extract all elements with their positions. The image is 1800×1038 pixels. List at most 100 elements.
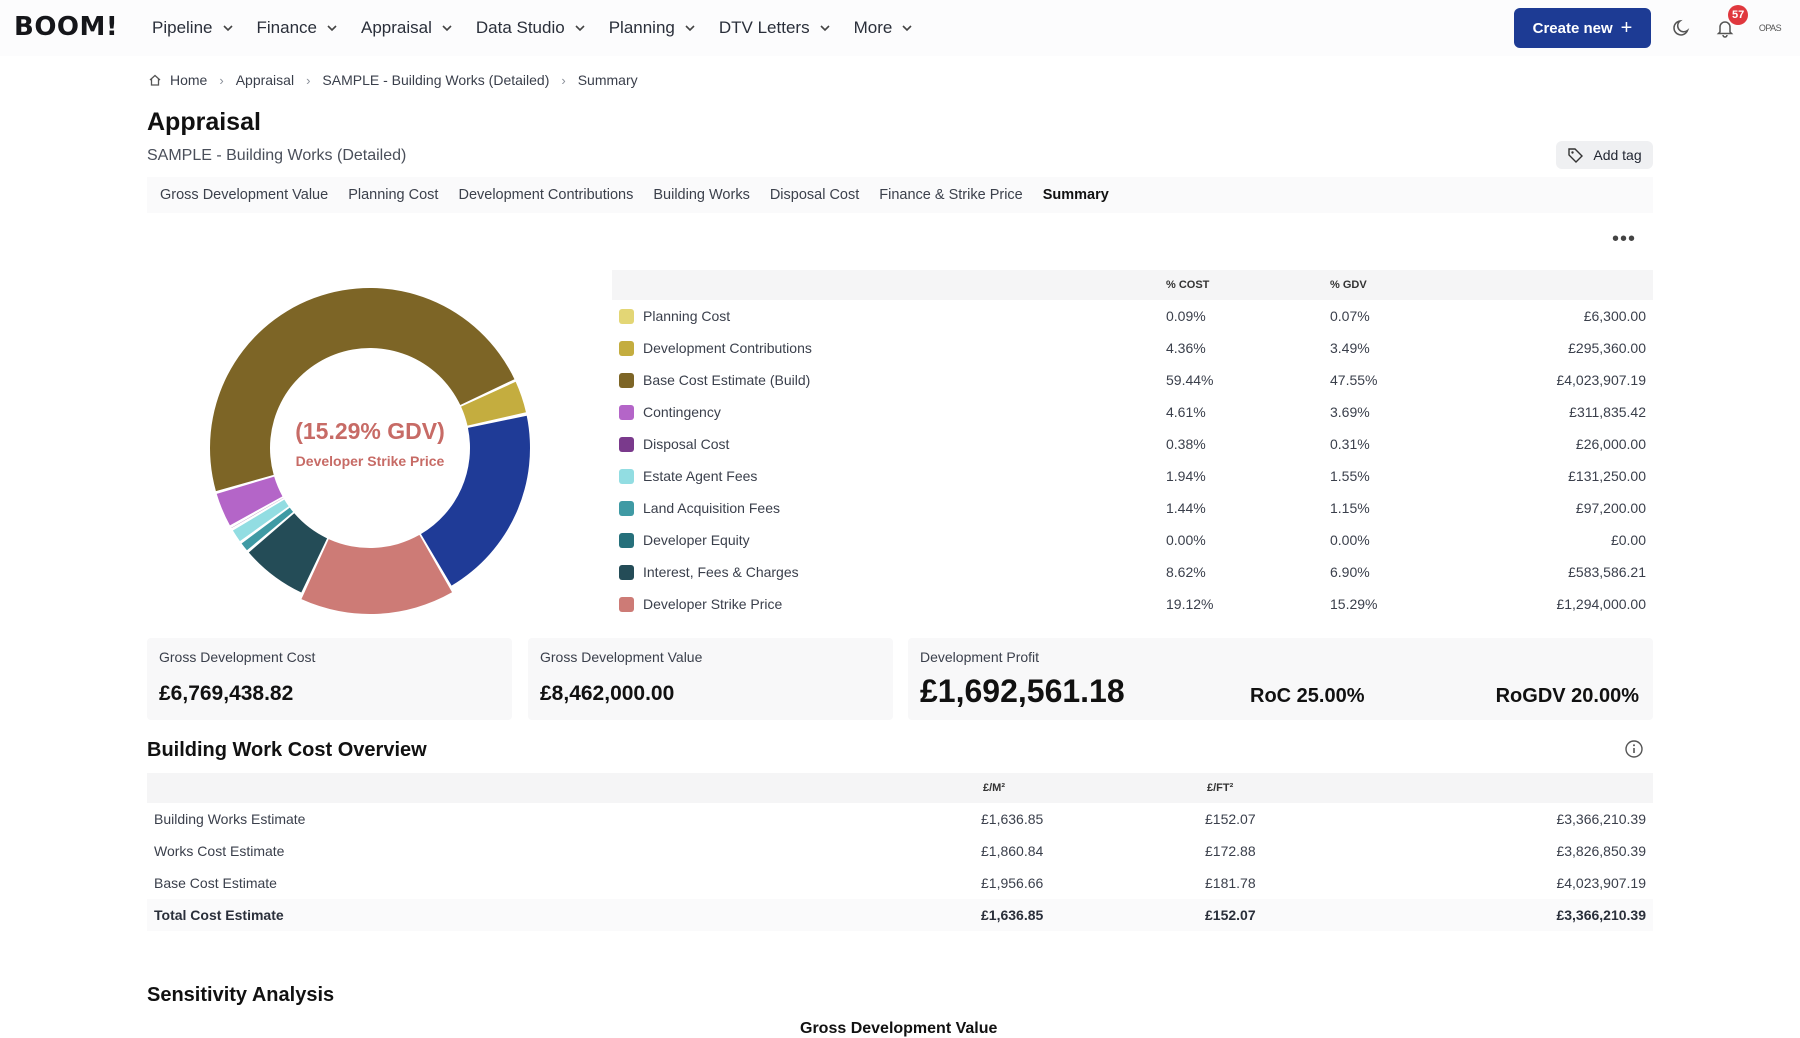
color-swatch — [619, 405, 634, 420]
plus-icon: + — [1620, 17, 1633, 39]
donut-slice-estate-agent-fees[interactable] — [232, 499, 289, 542]
donut-svg — [210, 288, 530, 614]
nav-pipeline[interactable]: Pipeline — [152, 18, 235, 38]
breadcrumb-appraisal[interactable]: Appraisal — [235, 72, 295, 88]
tab-finance-strike-price[interactable]: Finance & Strike Price — [879, 187, 1023, 203]
moon-icon — [1673, 19, 1690, 36]
row-pct-cost: 0.38% — [1166, 436, 1206, 452]
row-pct-cost: 1.94% — [1166, 468, 1206, 484]
row-pct-cost: 8.62% — [1166, 564, 1206, 580]
donut-slice-contingency[interactable] — [216, 476, 283, 526]
donut-slice-base-cost-estimate-build-[interactable] — [210, 288, 515, 492]
row-per-ft2: £152.07 — [1205, 907, 1256, 923]
row-per-ft2: £152.07 — [1205, 811, 1256, 827]
create-new-button[interactable]: Create new + — [1514, 8, 1651, 48]
donut-slice-developer-profit[interactable] — [420, 415, 530, 586]
nav-planning[interactable]: Planning — [609, 18, 697, 38]
row-pct-gdv: 6.90% — [1330, 564, 1370, 580]
app-logo[interactable]: BOOM! — [14, 12, 119, 42]
breadcrumb-appraisal-item[interactable]: SAMPLE - Building Works (Detailed) — [322, 72, 550, 88]
row-amount: £26,000.00 — [1575, 436, 1646, 452]
table-body: Building Works Estimate £1,636.85 £152.07 £… — [147, 803, 1653, 931]
card-label: Gross Development Value — [540, 649, 703, 665]
nav-label: Data Studio — [475, 18, 565, 37]
row-amount: £1,294,000.00 — [1556, 596, 1646, 612]
column-header-per-ft2: £/FT² — [1207, 782, 1234, 794]
nav-data-studio[interactable]: Data Studio — [476, 18, 587, 38]
nav-finance[interactable]: Finance — [257, 18, 339, 38]
row-label: Contingency — [643, 404, 721, 420]
main-nav: Pipeline Finance Appraisal Data Studio P… — [152, 0, 936, 56]
table-row: Works Cost Estimate £1,860.84 £172.88 £3,82… — [147, 835, 1653, 867]
row-per-m2: £1,860.84 — [981, 843, 1044, 859]
row-amount: £295,360.00 — [1568, 340, 1646, 356]
table-row: Disposal Cost 0.38% 0.31% £26,000.00 — [612, 428, 1653, 460]
nav-more[interactable]: More — [854, 18, 915, 38]
more-options-icon[interactable]: ••• — [1612, 228, 1637, 250]
top-navigation-bar: BOOM! Pipeline Finance Appraisal Data St… — [0, 0, 1800, 56]
row-per-ft2: £172.88 — [1205, 843, 1256, 859]
notification-count-badge: 57 — [1728, 5, 1749, 25]
row-amount: £4,023,907.19 — [1556, 372, 1646, 388]
nav-dtv-letters[interactable]: DTV Letters — [719, 18, 832, 38]
row-amount: £97,200.00 — [1575, 500, 1646, 516]
donut-slice-land-acquisition-fees[interactable] — [241, 507, 294, 551]
donut-slice-disposal-cost[interactable] — [231, 497, 284, 529]
sensitivity-section-title: Sensitivity Analysis — [147, 984, 335, 1006]
dark-mode-toggle[interactable] — [1668, 14, 1696, 42]
table-header: % COST % GDV — [612, 270, 1653, 300]
row-per-m2: £1,956.66 — [981, 875, 1044, 891]
donut-slice-interest-fees-charges[interactable] — [248, 513, 328, 593]
card-value: £6,769,438.82 — [159, 682, 294, 705]
cost-breakdown-table: % COST % GDV Planning Cost 0.09% 0.07% £6,3… — [612, 270, 1653, 620]
user-avatar[interactable]: OPAS — [1758, 23, 1782, 33]
gross-development-cost-card: Gross Development Cost £6,769,438.82 — [147, 638, 512, 720]
nav-label: DTV Letters — [718, 18, 810, 37]
add-tag-label: Add tag — [1593, 147, 1642, 163]
row-pct-cost: 0.09% — [1166, 308, 1206, 324]
table-body: Planning Cost 0.09% 0.07% £6,300.00 Developm… — [612, 300, 1653, 620]
tab-disposal-cost[interactable]: Disposal Cost — [769, 187, 860, 203]
tab-planning-cost[interactable]: Planning Cost — [348, 187, 439, 203]
row-per-m2: £1,636.85 — [981, 811, 1044, 827]
chevron-down-icon — [442, 25, 452, 32]
row-name: Works Cost Estimate — [154, 843, 285, 859]
roc-value: RoC 25.00% — [1250, 685, 1365, 707]
color-swatch — [619, 373, 634, 388]
card-value: £8,462,000.00 — [540, 682, 675, 705]
tab-gross-development-value[interactable]: Gross Development Value — [160, 187, 329, 203]
tag-icon — [1568, 148, 1584, 163]
row-label: Development Contributions — [643, 340, 812, 356]
add-tag-button[interactable]: Add tag — [1556, 141, 1653, 169]
donut-slice-developer-strike-price[interactable] — [301, 534, 453, 614]
row-pct-gdv: 0.07% — [1330, 308, 1370, 324]
chevron-down-icon — [575, 25, 585, 32]
tab-building-works[interactable]: Building Works — [653, 187, 750, 203]
row-name: Building Works Estimate — [154, 811, 306, 827]
color-swatch — [619, 309, 634, 324]
row-pct-gdv: 47.55% — [1330, 372, 1378, 388]
info-icon[interactable] — [1624, 739, 1644, 759]
table-row: Estate Agent Fees 1.94% 1.55% £131,250.00 — [612, 460, 1653, 492]
notifications-button[interactable] — [1711, 14, 1739, 42]
chevron-down-icon — [327, 25, 337, 32]
row-total: £4,023,907.19 — [1556, 875, 1646, 891]
nav-appraisal[interactable]: Appraisal — [361, 18, 454, 38]
tab-development-contributions[interactable]: Development Contributions — [458, 187, 634, 203]
tab-summary[interactable]: Summary — [1042, 187, 1109, 203]
donut-slice-development-contributions[interactable] — [461, 381, 526, 426]
breadcrumb-home[interactable]: Home — [170, 72, 208, 88]
row-pct-gdv: 0.31% — [1330, 436, 1370, 452]
card-value: £1,692,561.18 — [920, 673, 1125, 709]
row-name: Total Cost Estimate — [154, 907, 284, 923]
chevron-down-icon — [685, 25, 695, 32]
table-row: Planning Cost 0.09% 0.07% £6,300.00 — [612, 300, 1653, 332]
table-row: Development Contributions 4.36% 3.49% £295,… — [612, 332, 1653, 364]
row-pct-gdv: 1.15% — [1330, 500, 1370, 516]
row-pct-cost: 0.00% — [1166, 532, 1206, 548]
row-per-ft2: £181.78 — [1205, 875, 1256, 891]
development-profit-card: Development Profit £1,692,561.18 RoC 25.… — [908, 638, 1653, 720]
row-label: Base Cost Estimate (Build) — [643, 372, 811, 388]
table-row: Interest, Fees & Charges 8.62% 6.90% £583,5… — [612, 556, 1653, 588]
create-new-label: Create new — [1532, 19, 1613, 37]
